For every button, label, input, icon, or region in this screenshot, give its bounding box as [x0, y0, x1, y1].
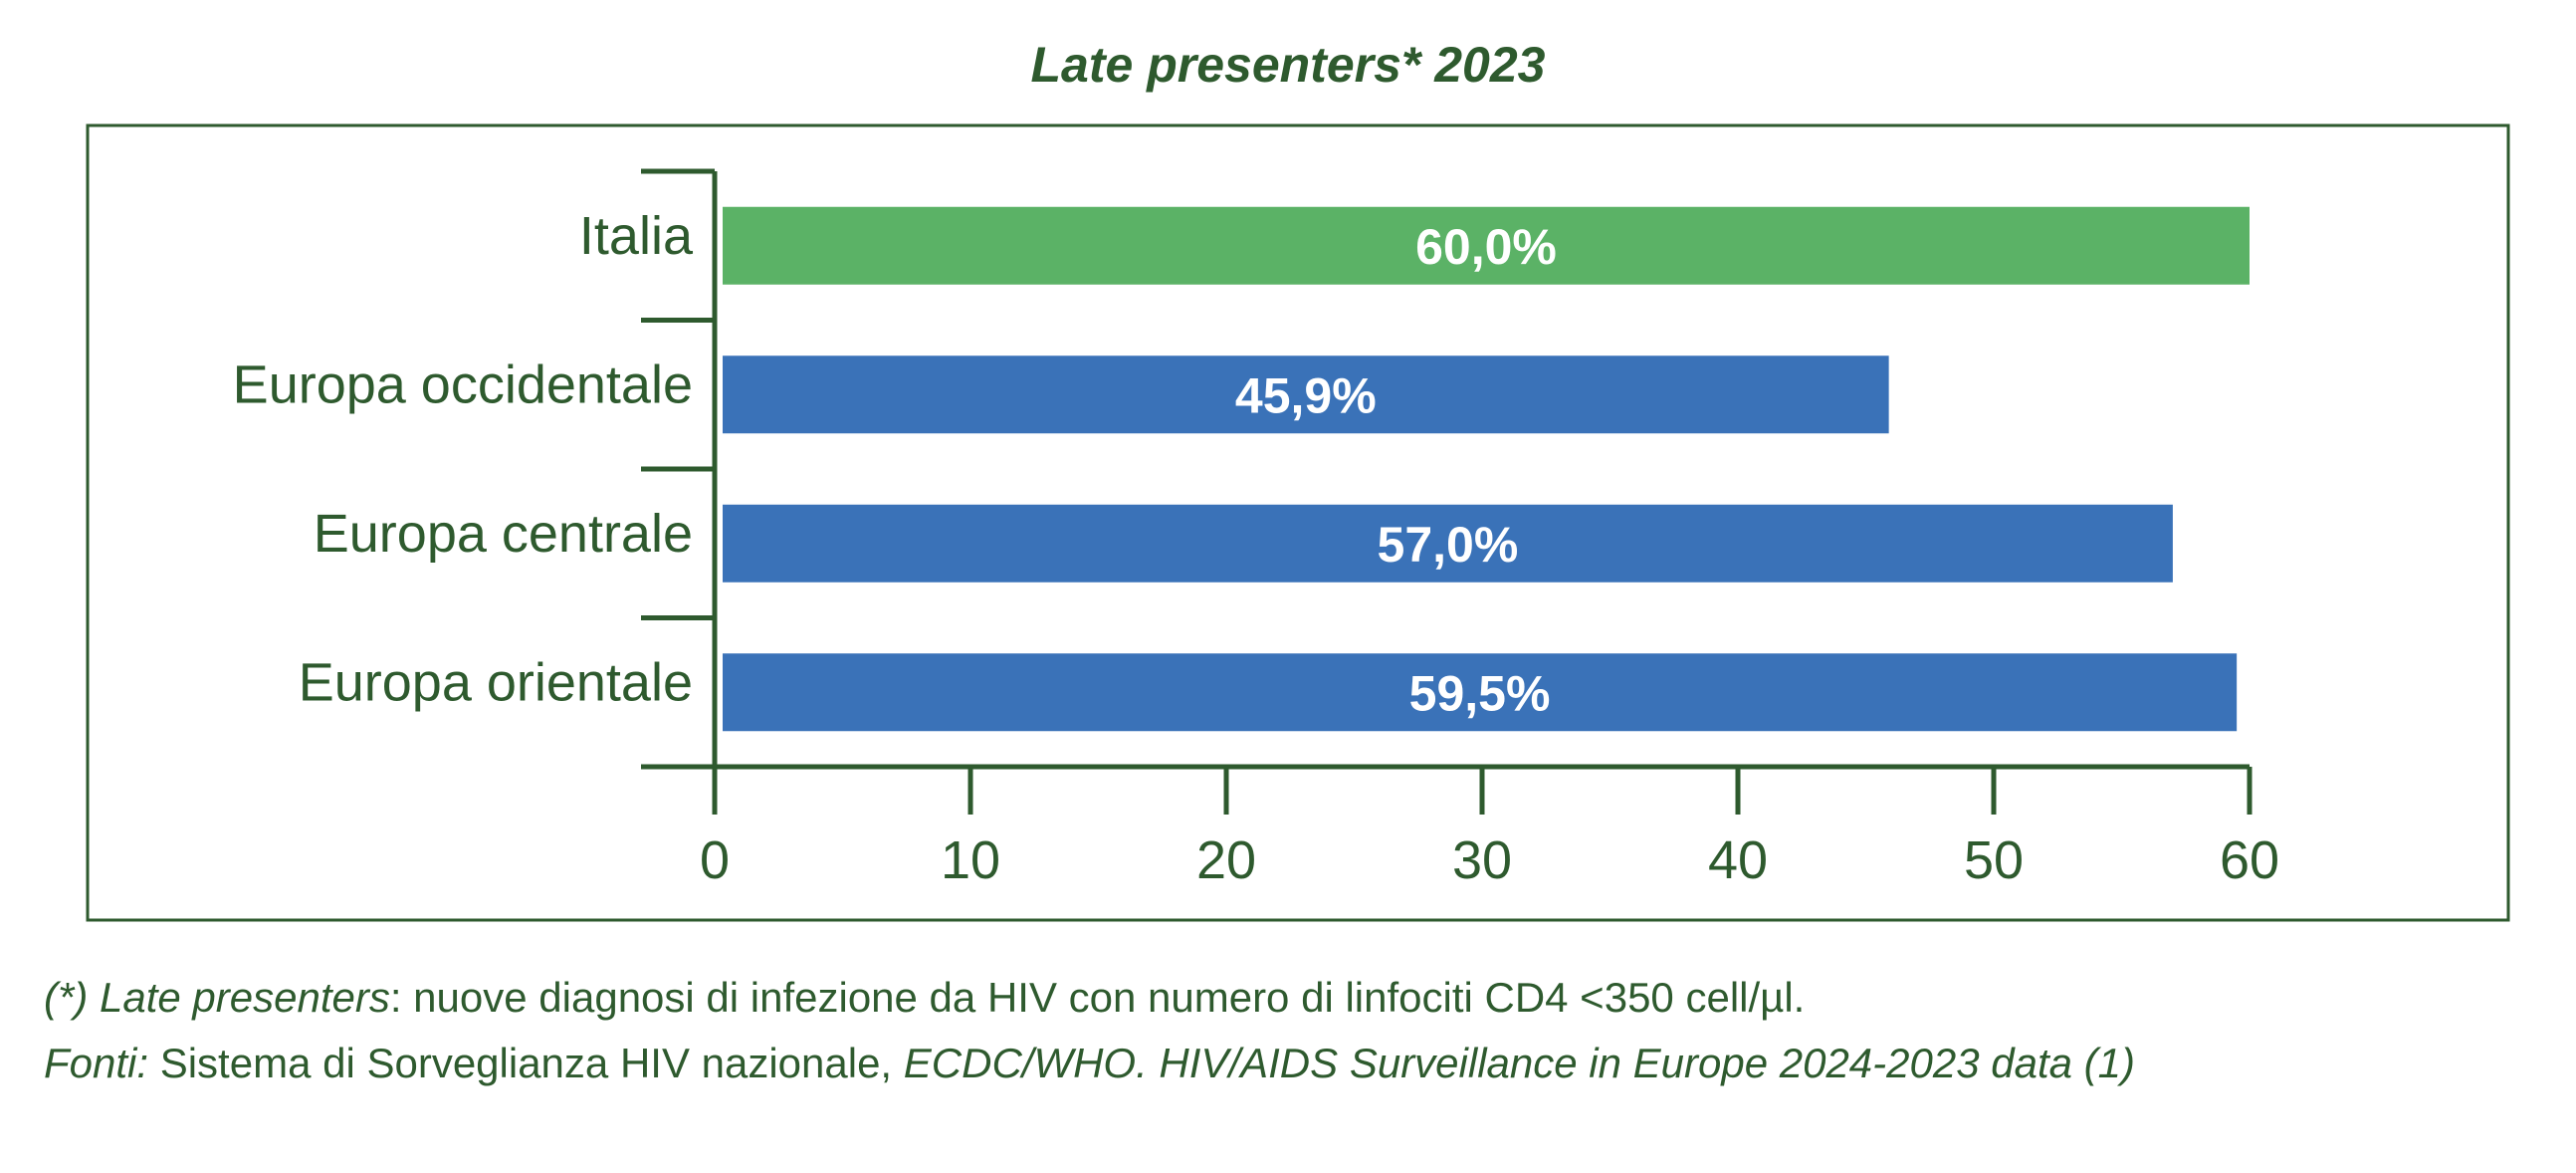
x-tick-label: 10 [941, 830, 1000, 890]
x-tick-label: 50 [1964, 830, 2024, 890]
bar [723, 504, 2173, 583]
sources-note: Fonti: Sistema di Sorveglianza HIV nazio… [44, 1040, 2135, 1087]
x-tick-label: 60 [2220, 830, 2279, 890]
chart-frame [86, 123, 2510, 922]
bar [723, 206, 2250, 285]
category-label: Europa centrale [314, 504, 693, 564]
data-label: 60,0% [1415, 219, 1557, 275]
category-label: Italia [579, 206, 694, 266]
bar-chart: 0 10 20 30 40 50 60 Italia 60,0% Europa occidenta… [86, 123, 2510, 922]
footnote-definition: : nuove diagnosi di infezione da HIV con… [389, 974, 1806, 1021]
sources-text: Sistema di Sorveglianza HIV nazionale, [148, 1040, 904, 1086]
chart-title: Late presenters* 2023 [1030, 37, 1546, 93]
bar [723, 355, 1889, 434]
x-tick-label: 40 [1708, 830, 1768, 890]
footnote-term: (*) Late presenters [44, 974, 390, 1021]
x-tick-label: 30 [1452, 830, 1512, 890]
data-label: 59,5% [1409, 665, 1551, 721]
footnote: (*) Late presenters: nuove diagnosi di i… [44, 974, 1805, 1022]
data-label: 45,9% [1235, 367, 1377, 423]
x-tick-label: 20 [1196, 830, 1256, 890]
sources-label: Fonti: [44, 1040, 149, 1086]
category-label: Europa orientale [299, 652, 693, 712]
data-label: 57,0% [1378, 517, 1519, 573]
chart-bars [723, 206, 2250, 732]
sources-reference: ECDC/WHO. HIV/AIDS Surveillance in Europ… [903, 1040, 2135, 1086]
x-tick-label: 0 [700, 830, 730, 890]
category-label: Europa occidentale [233, 354, 693, 414]
bar [723, 653, 2238, 732]
chart-axes [641, 168, 2253, 815]
chart-labels: 0 10 20 30 40 50 60 Italia 60,0% Europa occidenta… [233, 206, 2279, 890]
